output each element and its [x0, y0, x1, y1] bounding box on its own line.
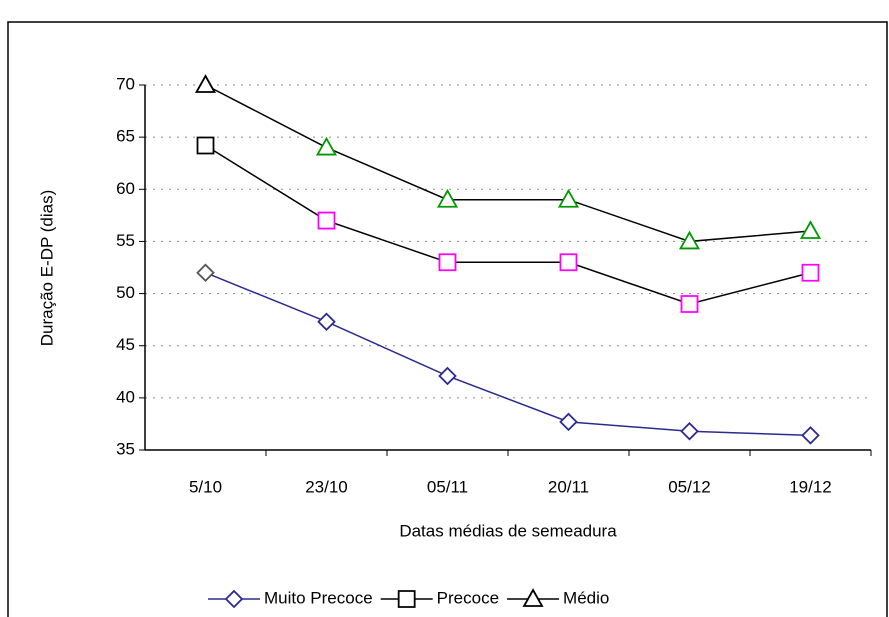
- data-point: [194, 74, 217, 93]
- y-tick-label: 40: [116, 387, 135, 406]
- data-point: [801, 263, 820, 282]
- series-line: [205, 144, 811, 305]
- data-point: [557, 188, 580, 208]
- y-tick-label: 50: [116, 283, 135, 302]
- data-point: [559, 253, 578, 272]
- data-point: [438, 253, 457, 272]
- data-point: [196, 136, 215, 155]
- x-tick-label: 05/12: [668, 477, 711, 496]
- x-tick-label: 5/10: [189, 477, 222, 496]
- series-line: [205, 84, 811, 243]
- legend-marker: [522, 588, 544, 607]
- y-tick-label: 35: [116, 439, 135, 458]
- data-point: [196, 263, 215, 282]
- data-point: [436, 188, 459, 208]
- y-axis-label: Duração E-DP (dias): [37, 190, 56, 347]
- x-tick-label: 23/10: [305, 477, 348, 496]
- legend-marker: [397, 590, 416, 608]
- y-tick-label: 45: [116, 335, 135, 354]
- legend-label: Médio: [563, 588, 609, 607]
- y-tick-label: 70: [116, 74, 135, 93]
- data-point: [559, 412, 578, 432]
- data-point: [680, 295, 699, 313]
- x-tick-label: 19/12: [789, 477, 832, 496]
- data-point: [317, 211, 336, 230]
- data-point: [317, 312, 336, 332]
- data-point: [678, 230, 701, 250]
- frame: [7, 21, 888, 617]
- x-axis-label: Datas médias de semeadura: [399, 521, 617, 540]
- legend-marker: [224, 589, 244, 609]
- data-point: [438, 366, 457, 386]
- y-tick-label: 60: [116, 179, 135, 198]
- series-line: [205, 272, 811, 437]
- data-point: [315, 136, 338, 156]
- y-tick-label: 65: [116, 127, 135, 146]
- legend-label: Muito Precoce: [264, 588, 373, 607]
- data-point: [680, 421, 699, 441]
- x-tick-label: 20/11: [548, 477, 589, 496]
- y-tick-label: 55: [116, 231, 135, 250]
- data-point: [799, 220, 822, 239]
- legend-label: Precoce: [437, 588, 499, 607]
- data-point: [801, 426, 820, 445]
- x-tick-label: 05/11: [427, 477, 468, 496]
